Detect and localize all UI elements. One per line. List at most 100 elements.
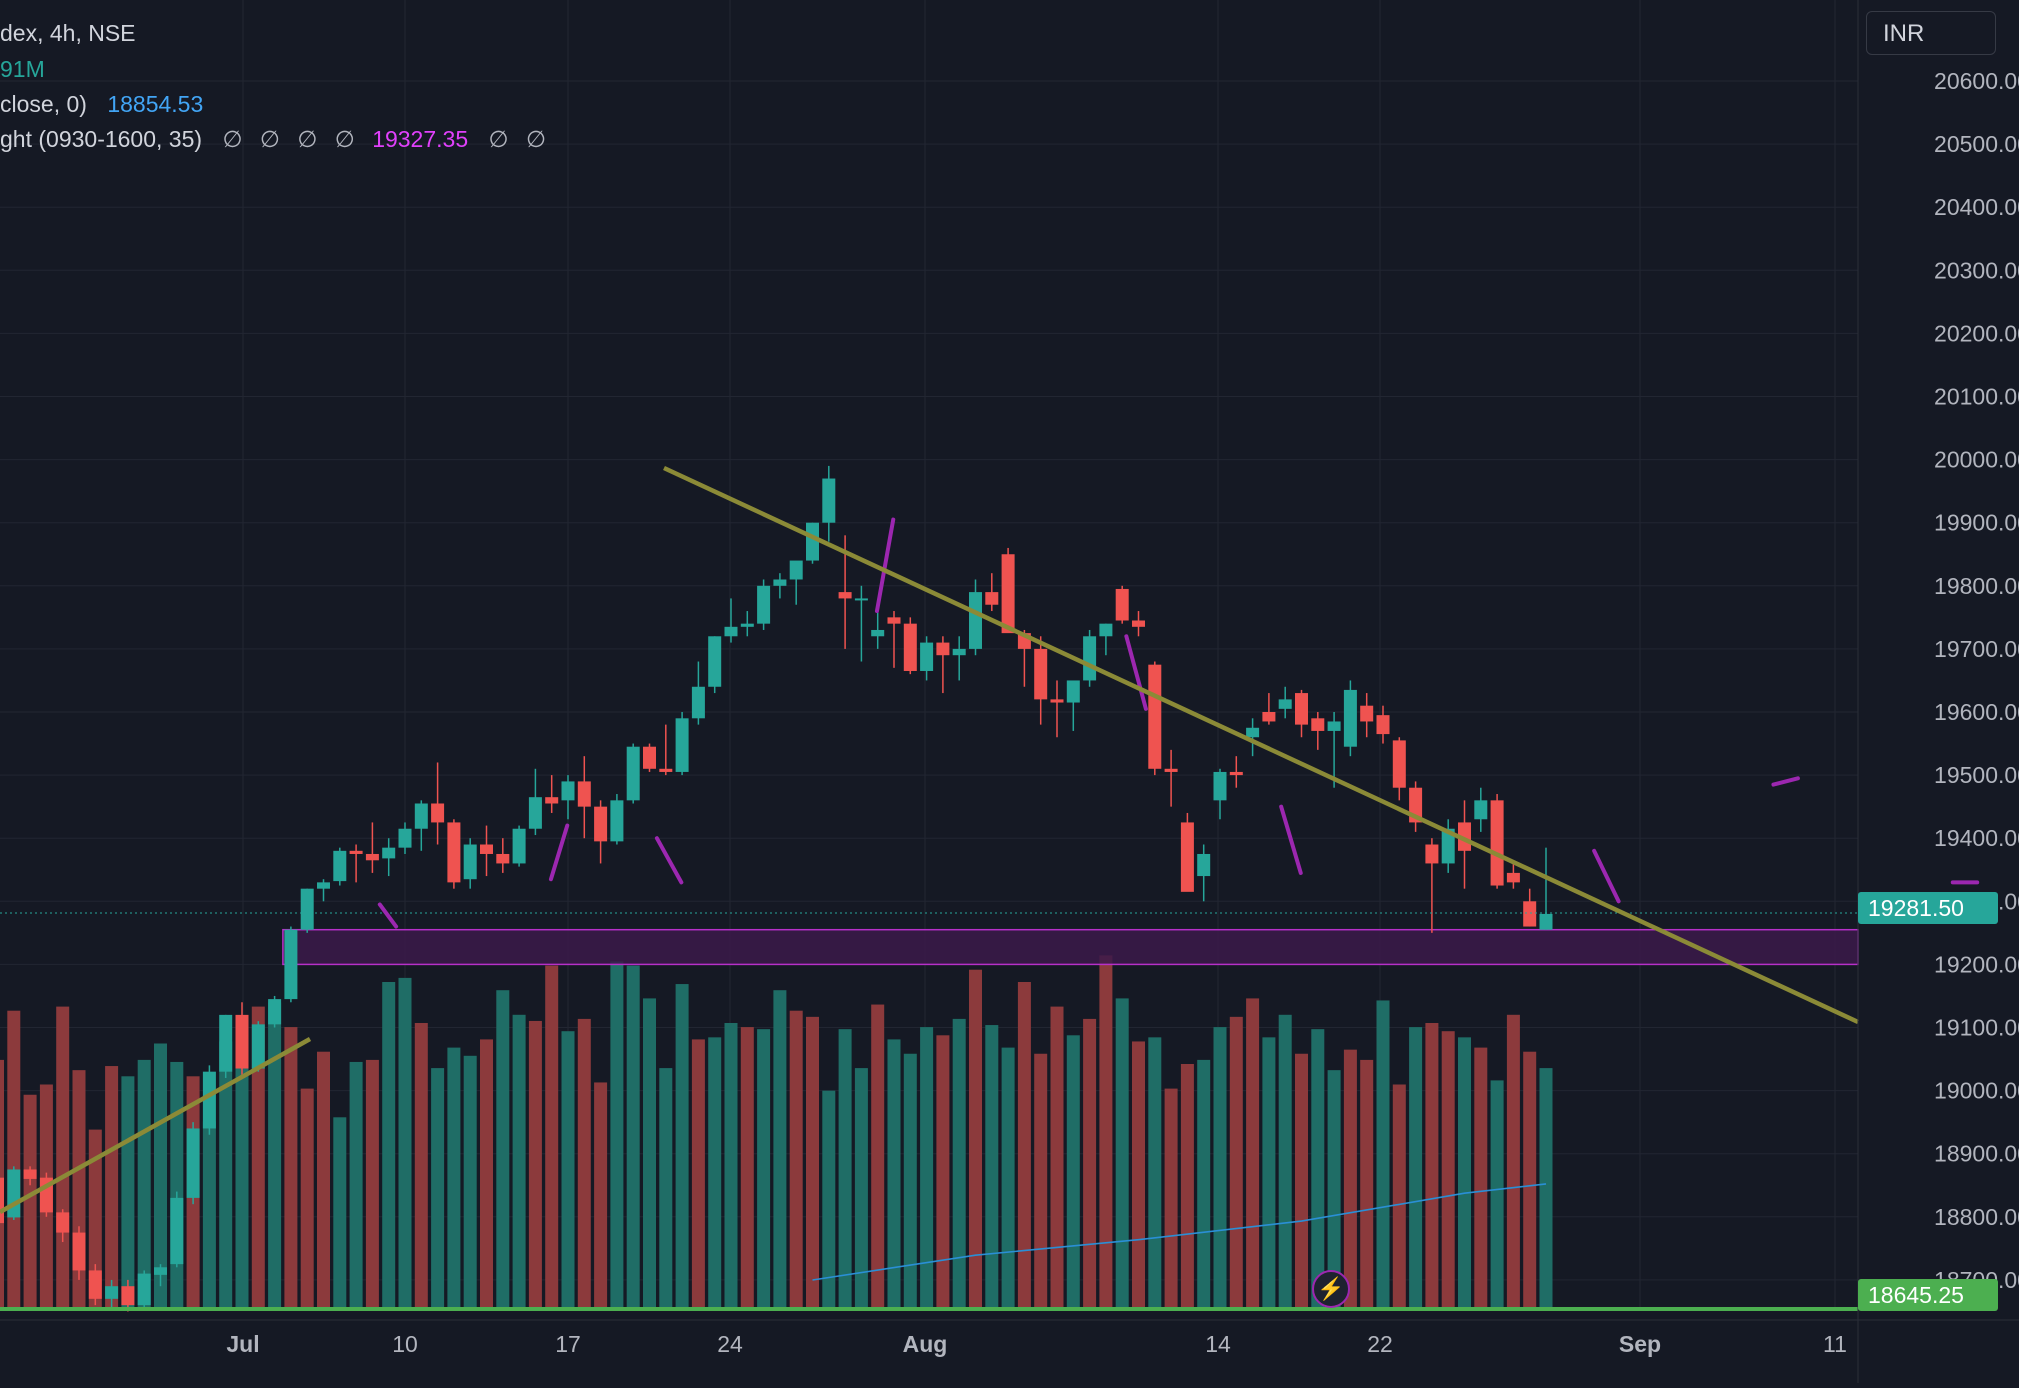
volume-bar — [382, 982, 396, 1310]
volume-bar — [447, 1047, 461, 1310]
vwap-na-3: ∅ — [297, 126, 319, 152]
candle-body — [773, 579, 787, 586]
volume-text: 91M — [0, 56, 45, 82]
candle-body — [594, 806, 608, 842]
pattern-mark — [1279, 804, 1303, 875]
candle-body — [1311, 718, 1325, 731]
volume-bar — [1034, 1053, 1048, 1310]
candle-body — [1490, 800, 1504, 886]
legend-symbol: dex, 4h, NSE — [0, 20, 150, 47]
last-price-tag: 19281.50 — [1858, 892, 1998, 924]
volume-bar — [1343, 1049, 1357, 1310]
candle-body — [1099, 623, 1113, 637]
volume-bar — [594, 1082, 608, 1310]
volume-bar — [1441, 1031, 1455, 1310]
volume-bar — [1197, 1059, 1211, 1310]
candle-body — [88, 1270, 102, 1299]
volume-bar — [170, 1061, 184, 1310]
volume-bar — [1327, 1070, 1341, 1310]
y-tick-label: 19800.00 — [1934, 573, 2019, 599]
volume-bar — [1246, 998, 1260, 1310]
volume-bar — [235, 1053, 249, 1310]
candle-body — [480, 844, 493, 854]
y-tick-label: 20000.00 — [1934, 447, 2019, 473]
volume-bar — [1083, 1018, 1097, 1310]
volume-bar — [626, 965, 640, 1310]
x-tick-label: 14 — [1205, 1331, 1231, 1357]
volume-bar — [854, 1068, 868, 1310]
volume-bar — [659, 1068, 673, 1310]
candle-body — [235, 1014, 249, 1069]
volume-bar — [284, 1027, 298, 1310]
currency-button[interactable]: INR — [1866, 11, 1996, 55]
candle-body — [333, 850, 347, 882]
volume-bar — [903, 1053, 917, 1310]
candle-body — [463, 844, 477, 880]
vwap-na-1: ∅ — [222, 126, 244, 152]
volume-bar — [887, 1039, 901, 1310]
volume-bar — [333, 1117, 347, 1310]
candle-body — [1376, 715, 1390, 735]
volume-bar — [1392, 1084, 1406, 1310]
volume-bar — [806, 1016, 819, 1310]
x-tick-label: 22 — [1367, 1331, 1393, 1357]
candle-body — [447, 822, 461, 883]
volume-bar — [1311, 1029, 1325, 1310]
volume-bar — [773, 990, 787, 1310]
candle-body — [871, 629, 885, 637]
candle-body — [1506, 872, 1520, 883]
volume-bar — [105, 1066, 119, 1310]
candle-body — [1523, 901, 1537, 927]
y-tick-label: 18800.00 — [1934, 1204, 2019, 1230]
volume-bar — [1148, 1037, 1162, 1310]
x-tick-label: Sep — [1619, 1331, 1661, 1357]
volume-bar — [871, 1004, 885, 1310]
volume-bar — [1099, 955, 1113, 1310]
legend-volume: 91M — [0, 56, 59, 83]
volume-bars — [0, 955, 1553, 1310]
candle-body — [985, 592, 999, 605]
volume-bar — [675, 984, 689, 1310]
y-tick-label: 19500.00 — [1934, 762, 2019, 788]
candle-body — [284, 929, 298, 1000]
volume-bar — [1132, 1041, 1145, 1310]
vwap-label: ght (0930-1600, 35) — [0, 126, 203, 152]
candle-body — [1083, 636, 1097, 681]
x-tick-label: Aug — [903, 1331, 948, 1357]
volume-bar — [1360, 1059, 1374, 1310]
y-tick-label: 20300.00 — [1934, 257, 2019, 283]
legend-ma: close, 0) 18854.53 — [0, 91, 217, 118]
candle-body — [1164, 768, 1178, 772]
volume-bar — [1115, 998, 1129, 1310]
candle-body — [1197, 853, 1211, 877]
volume-bar — [1213, 1027, 1227, 1310]
candle-body — [1034, 648, 1048, 700]
lightning-icon[interactable]: ⚡ — [1312, 1270, 1350, 1308]
volume-bar — [838, 1029, 852, 1310]
candle-body — [757, 585, 771, 624]
volume-bar — [708, 1037, 722, 1310]
volume-bar — [1506, 1014, 1520, 1310]
volume-bar — [757, 1029, 771, 1310]
candle-body — [626, 746, 640, 801]
volume-bar — [545, 965, 559, 1310]
volume-bar — [7, 1010, 21, 1310]
drawing-lines — [0, 465, 1980, 1311]
candle-body — [1474, 800, 1488, 820]
volume-bar — [691, 1039, 705, 1310]
candle-body — [1115, 588, 1129, 621]
candle-body — [72, 1232, 86, 1271]
support-zone-rect — [282, 928, 1859, 966]
volume-bar — [920, 1027, 934, 1310]
vwap-value: 19327.35 — [372, 126, 469, 152]
volume-bar — [23, 1094, 37, 1310]
candle-body — [1343, 689, 1357, 747]
candle-body — [512, 828, 526, 864]
vwap-na-5: ∅ — [488, 126, 510, 152]
volume-bar — [480, 1039, 493, 1310]
candle-body — [56, 1212, 70, 1233]
y-tick-label: 19000.00 — [1934, 1078, 2019, 1104]
y-tick-label: 20400.00 — [1934, 194, 2019, 220]
